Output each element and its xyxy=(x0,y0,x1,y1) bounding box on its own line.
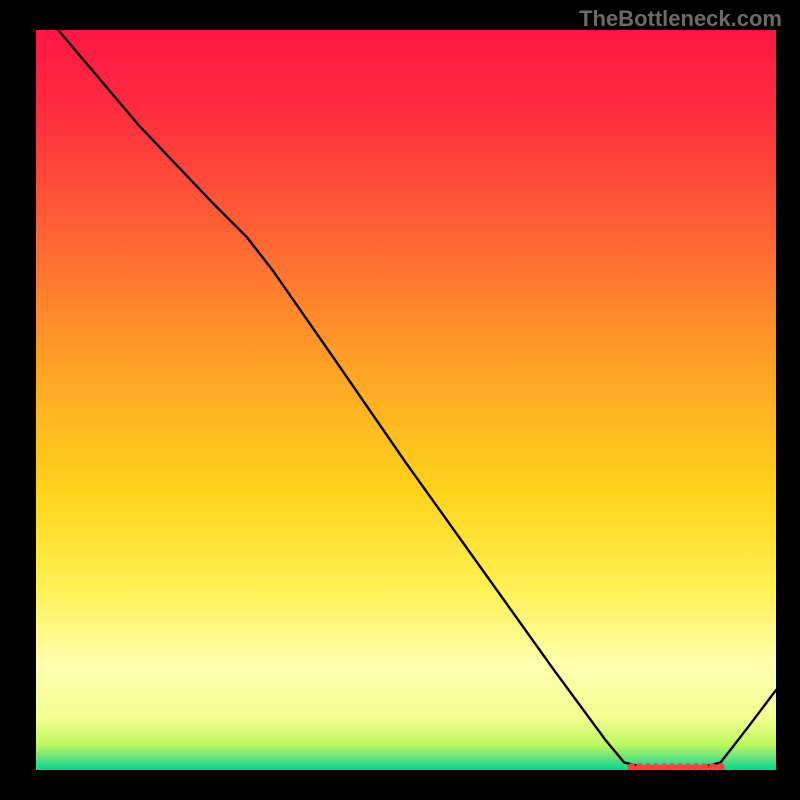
chart-marker xyxy=(676,763,684,770)
chart-marker xyxy=(700,763,708,770)
chart-marker xyxy=(684,763,692,770)
chart-markers-group xyxy=(628,763,725,770)
watermark-text: TheBottleneck.com xyxy=(579,6,782,32)
chart-marker xyxy=(660,763,668,770)
chart-marker xyxy=(652,763,660,770)
chart-line xyxy=(58,30,776,768)
chart-plot-area xyxy=(36,30,776,770)
chart-marker xyxy=(692,763,700,770)
chart-marker xyxy=(644,763,652,770)
chart-line-overlay xyxy=(36,30,776,770)
chart-marker xyxy=(636,763,644,770)
chart-marker xyxy=(668,763,676,770)
